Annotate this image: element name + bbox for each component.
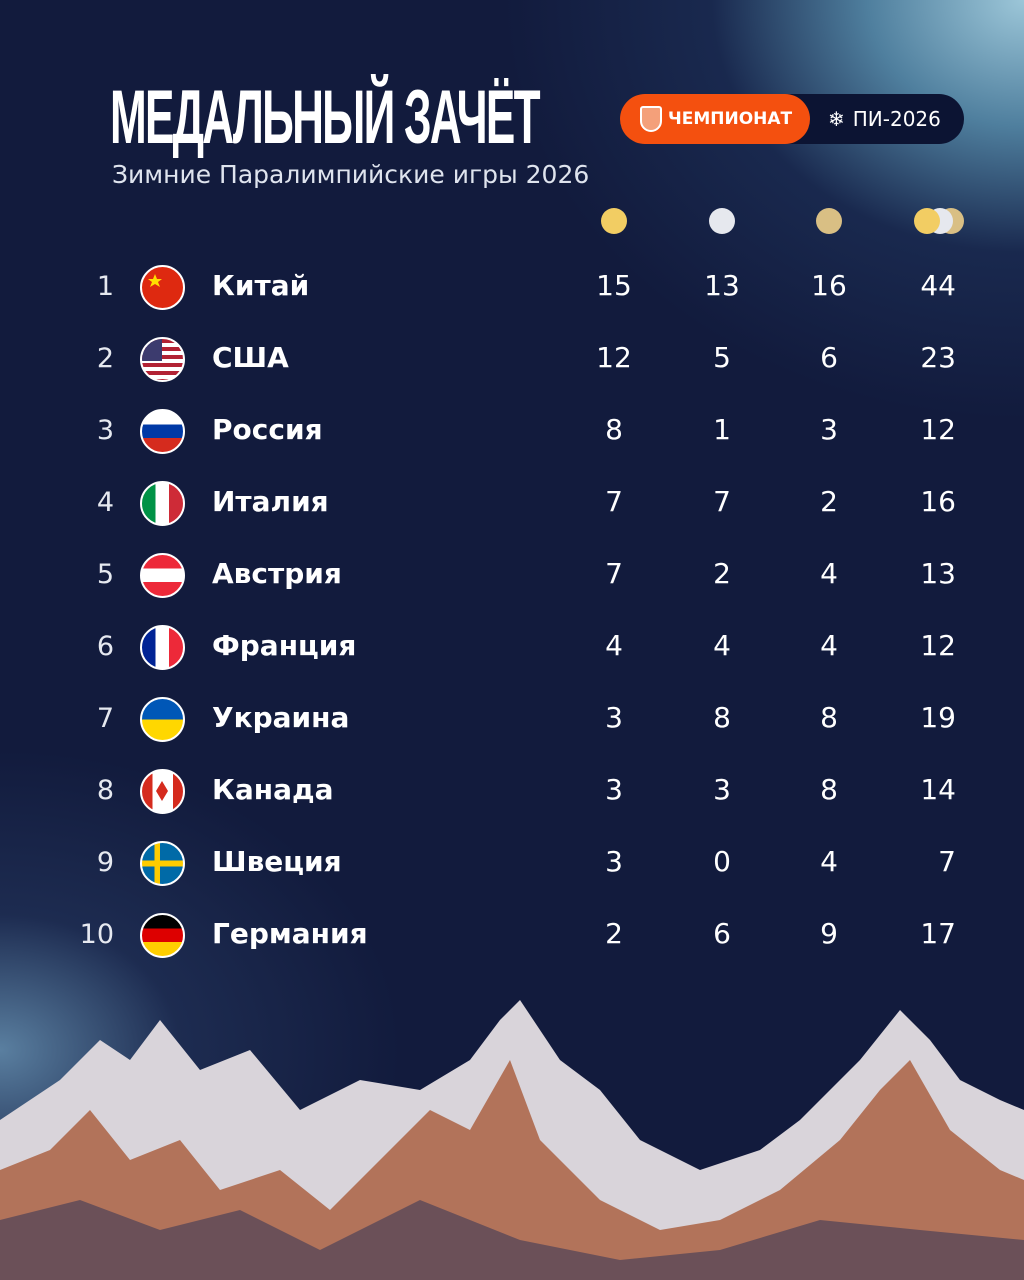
total-count: 7 — [938, 845, 956, 878]
bronze-count: 8 — [820, 701, 838, 734]
bronze-count: 2 — [820, 485, 838, 518]
country-name: США — [212, 341, 289, 374]
gold-count: 3 — [605, 701, 623, 734]
header-badge: ЧЕМПИОНАТ ❄ ПИ-2026 — [620, 94, 964, 144]
event-name: ПИ-2026 — [852, 107, 941, 131]
gold-count: 7 — [605, 485, 623, 518]
bronze-count: 4 — [820, 629, 838, 662]
silver-count: 6 — [713, 917, 731, 950]
flag-icon — [140, 697, 185, 742]
bronze-count: 4 — [820, 845, 838, 878]
rank: 4 — [96, 487, 114, 518]
total-count: 16 — [920, 485, 956, 518]
total-count: 13 — [920, 557, 956, 590]
total-count: 12 — [920, 629, 956, 662]
flag-icon — [140, 913, 185, 958]
table-row: 3 Россия 8 1 3 12 — [0, 401, 1024, 461]
table-row: 1 Китай 15 13 16 44 — [0, 257, 1024, 317]
table-row: 8 Канада 3 3 8 14 — [0, 761, 1024, 821]
country-name: Украина — [212, 701, 350, 734]
silver-medal-icon — [709, 208, 735, 234]
flag-icon — [140, 841, 185, 886]
gold-count: 12 — [596, 341, 632, 374]
country-name: Россия — [212, 413, 323, 446]
page-subtitle: Зимние Паралимпийские игры 2026 — [112, 160, 590, 189]
silver-count: 5 — [713, 341, 731, 374]
flag-icon — [140, 553, 185, 598]
flag-icon — [140, 337, 185, 382]
shield-icon — [640, 106, 662, 132]
silver-count: 8 — [713, 701, 731, 734]
bronze-count: 6 — [820, 341, 838, 374]
table-row: 2 США 12 5 6 23 — [0, 329, 1024, 389]
country-name: Канада — [212, 773, 334, 806]
country-name: Франция — [212, 629, 357, 662]
country-name: Швеция — [212, 845, 342, 878]
table-row: 9 Швеция 3 0 4 7 — [0, 833, 1024, 893]
total-count: 17 — [920, 917, 956, 950]
country-name: Китай — [212, 269, 310, 302]
rank: 7 — [96, 703, 114, 734]
rank: 3 — [96, 415, 114, 446]
gold-count: 7 — [605, 557, 623, 590]
silver-count: 13 — [704, 269, 740, 302]
silver-count: 7 — [713, 485, 731, 518]
country-name: Австрия — [212, 557, 342, 590]
flag-icon — [140, 409, 185, 454]
gold-count: 15 — [596, 269, 632, 302]
rank: 2 — [96, 343, 114, 374]
silver-count: 2 — [713, 557, 731, 590]
flag-icon — [140, 265, 185, 310]
total-count: 19 — [920, 701, 956, 734]
rank: 9 — [96, 847, 114, 878]
rank: 6 — [96, 631, 114, 662]
total-count: 23 — [920, 341, 956, 374]
country-name: Италия — [212, 485, 329, 518]
country-name: Германия — [212, 917, 368, 950]
silver-count: 0 — [713, 845, 731, 878]
silver-count: 4 — [713, 629, 731, 662]
bronze-count: 9 — [820, 917, 838, 950]
gold-count: 3 — [605, 845, 623, 878]
brand-name: ЧЕМПИОНАТ — [668, 109, 793, 129]
gold-count: 3 — [605, 773, 623, 806]
rank: 8 — [96, 775, 114, 806]
rank: 1 — [96, 271, 114, 302]
brand-logo[interactable]: ЧЕМПИОНАТ — [620, 94, 810, 144]
gold-count: 2 — [605, 917, 623, 950]
table-row: 10 Германия 2 6 9 17 — [0, 905, 1024, 965]
total-count: 44 — [920, 269, 956, 302]
mountains-image — [0, 1000, 1024, 1280]
snowflake-icon: ❄ — [828, 107, 845, 131]
page-title: МЕДАЛЬНЫЙ ЗАЧЁТ — [110, 75, 541, 160]
bronze-count: 8 — [820, 773, 838, 806]
event-label: ❄ ПИ-2026 — [810, 107, 941, 131]
total-count: 14 — [920, 773, 956, 806]
bronze-count: 16 — [811, 269, 847, 302]
table-row: 5 Австрия 7 2 4 13 — [0, 545, 1024, 605]
flag-icon — [140, 625, 185, 670]
table-row: 7 Украина 3 8 8 19 — [0, 689, 1024, 749]
gold-count: 4 — [605, 629, 623, 662]
gold-medal-icon — [601, 208, 627, 234]
bronze-count: 4 — [820, 557, 838, 590]
rank: 10 — [79, 919, 114, 950]
bronze-count: 3 — [820, 413, 838, 446]
gold-count: 8 — [605, 413, 623, 446]
total-count: 12 — [920, 413, 956, 446]
flag-icon — [140, 769, 185, 814]
bronze-medal-icon — [816, 208, 842, 234]
silver-count: 3 — [713, 773, 731, 806]
flag-icon — [140, 481, 185, 526]
rank: 5 — [96, 559, 114, 590]
table-row: 4 Италия 7 7 2 16 — [0, 473, 1024, 533]
silver-count: 1 — [713, 413, 731, 446]
table-row: 6 Франция 4 4 4 12 — [0, 617, 1024, 677]
